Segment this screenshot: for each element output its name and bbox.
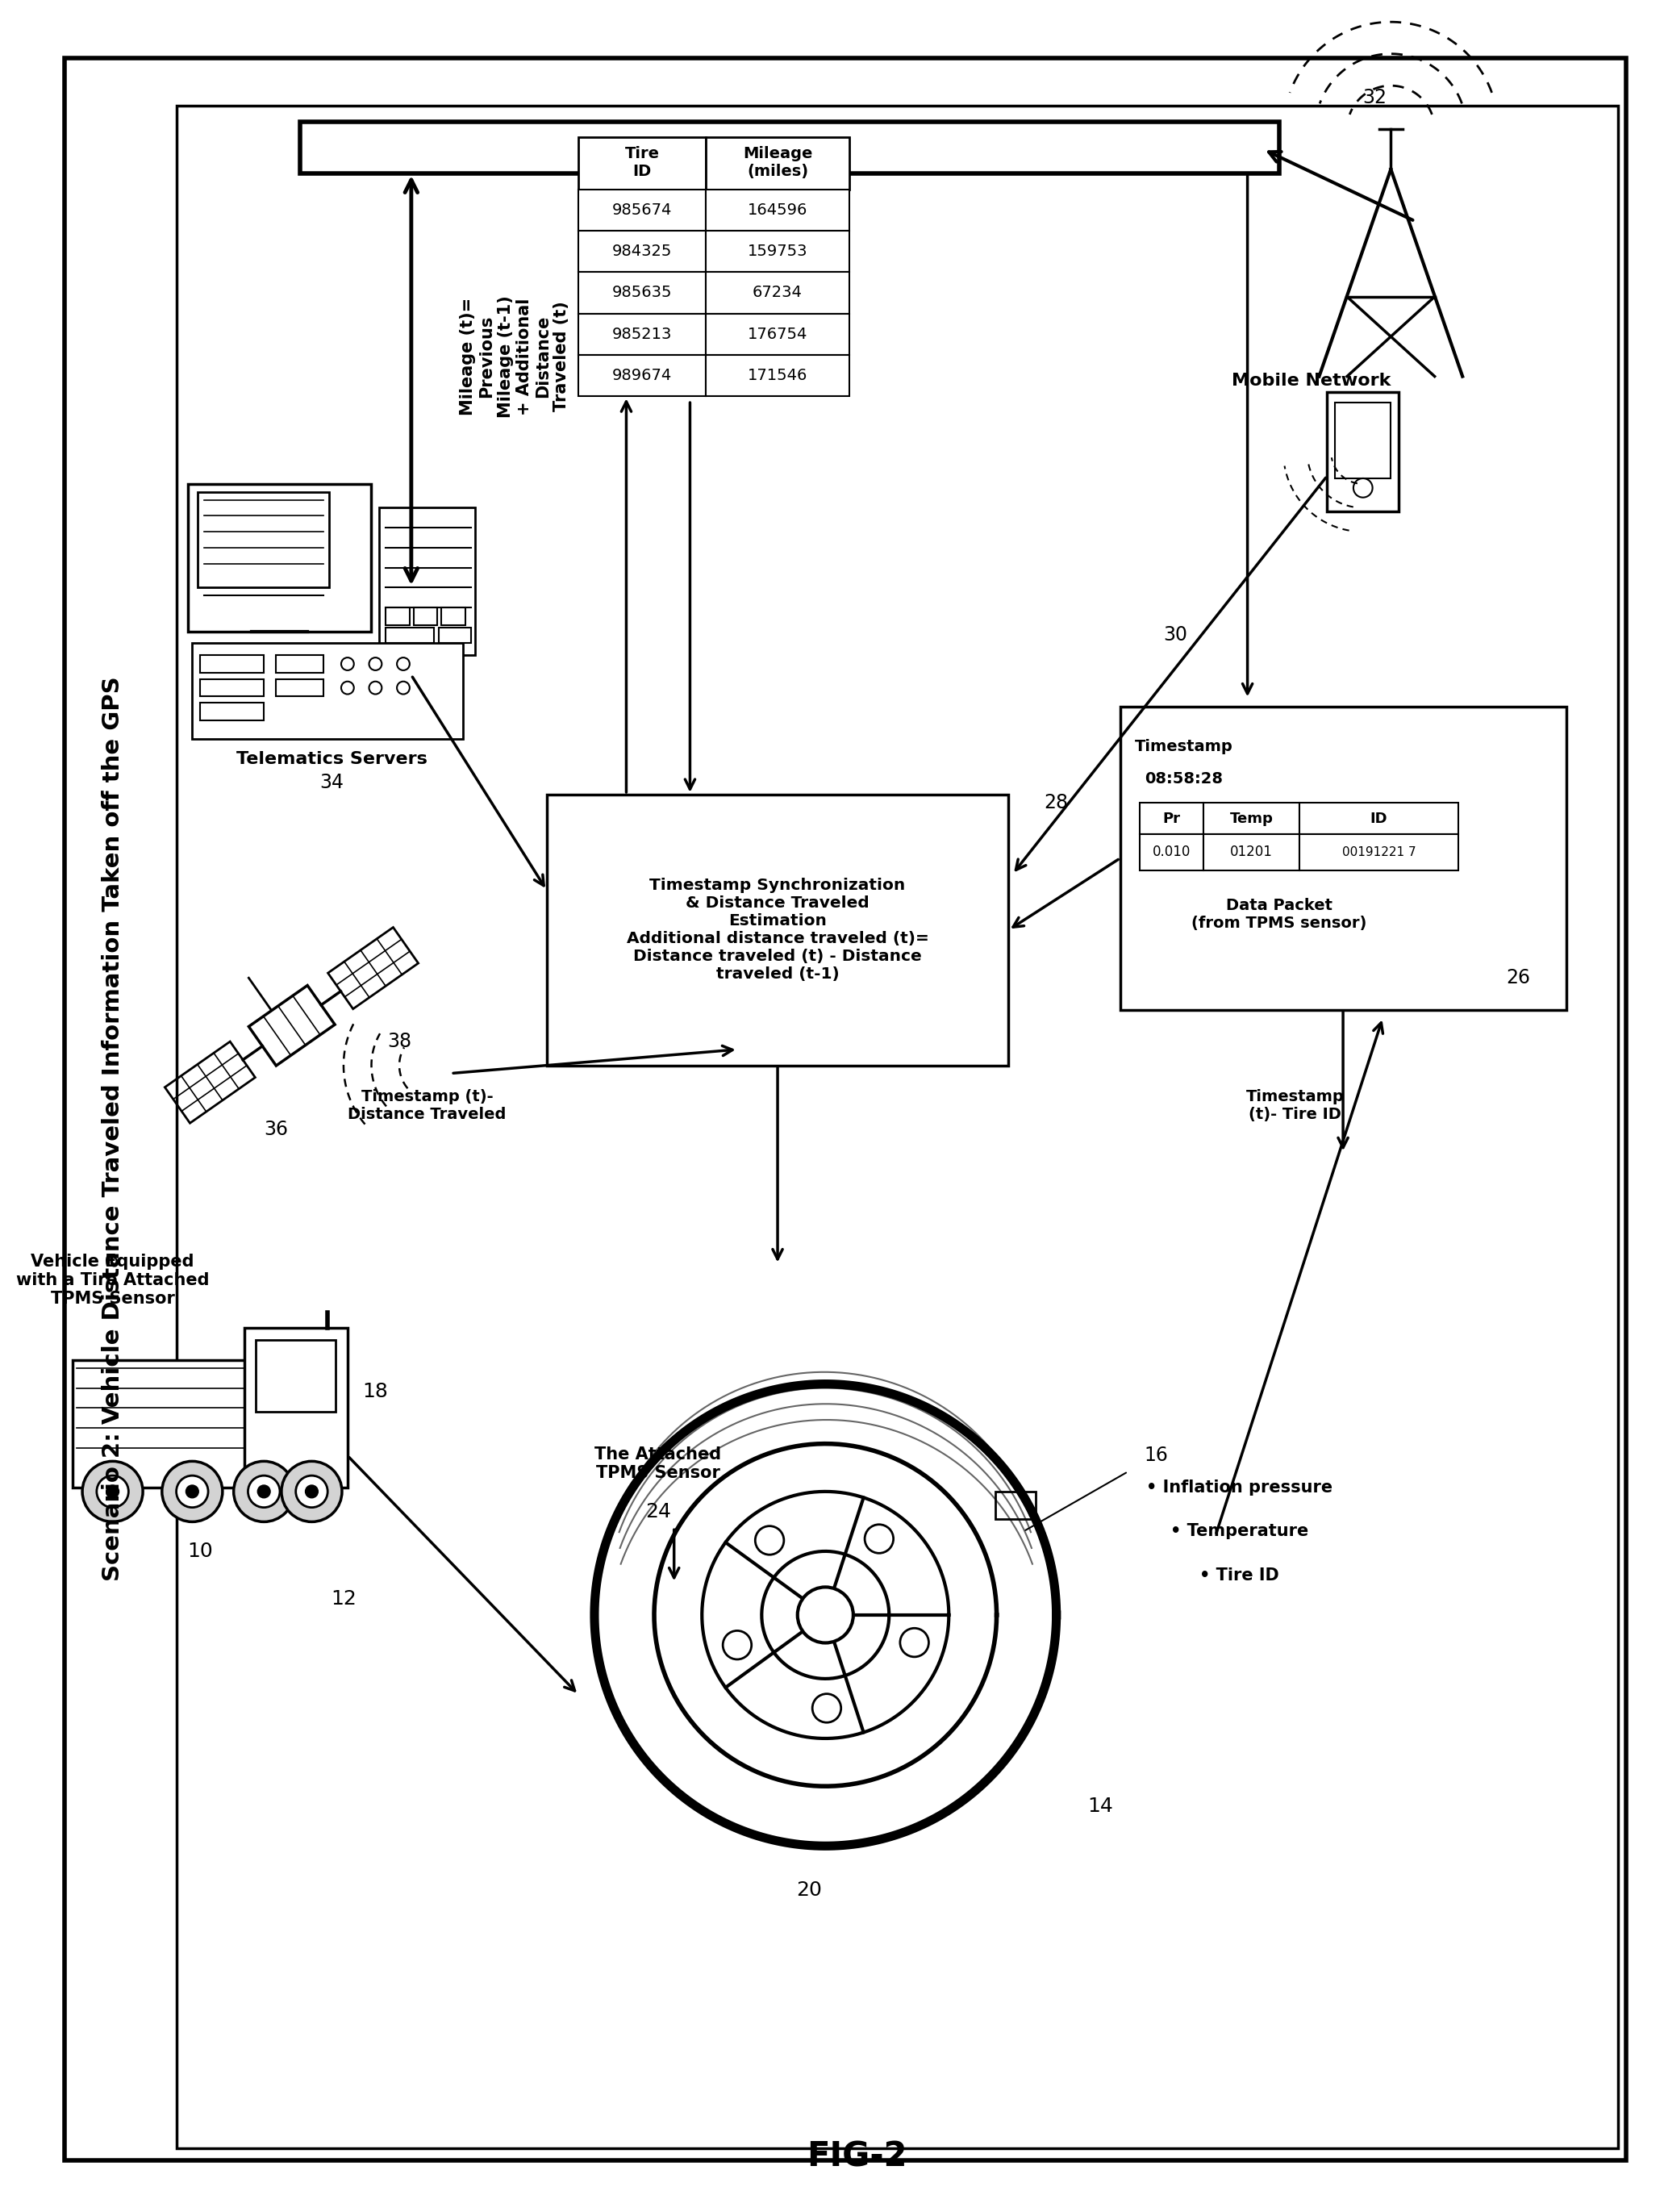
- Text: Telematics Servers: Telematics Servers: [236, 750, 428, 768]
- Text: 984325: 984325: [612, 243, 672, 259]
- Text: 34: 34: [319, 772, 344, 792]
- Text: 14: 14: [1087, 1796, 1113, 1816]
- Bar: [200, 655, 265, 672]
- Bar: [579, 230, 706, 272]
- Circle shape: [233, 1462, 295, 1522]
- Text: 67234: 67234: [752, 285, 802, 301]
- Text: 171546: 171546: [747, 367, 807, 383]
- Bar: [579, 354, 706, 396]
- Bar: [1140, 834, 1203, 869]
- Circle shape: [106, 1484, 118, 1498]
- Circle shape: [97, 1475, 128, 1506]
- Text: 24: 24: [646, 1502, 671, 1522]
- Circle shape: [296, 1475, 328, 1506]
- Text: 38: 38: [388, 1031, 411, 1051]
- Bar: [1140, 803, 1203, 834]
- Bar: [1328, 392, 1399, 511]
- Text: ID: ID: [1369, 812, 1388, 825]
- Bar: [579, 272, 706, 314]
- Text: 32: 32: [1363, 88, 1388, 106]
- Text: 00191221 7: 00191221 7: [1341, 845, 1416, 858]
- Circle shape: [186, 1484, 198, 1498]
- Circle shape: [281, 1462, 343, 1522]
- Bar: [706, 314, 849, 354]
- Bar: [188, 484, 371, 630]
- Text: 30: 30: [1163, 626, 1188, 646]
- Text: 01201: 01201: [1230, 845, 1273, 858]
- Text: 16: 16: [1143, 1447, 1168, 1464]
- Circle shape: [797, 1586, 854, 1644]
- Text: • Temperature: • Temperature: [1170, 1524, 1308, 1540]
- Text: 176754: 176754: [747, 327, 807, 343]
- Bar: [300, 122, 1280, 173]
- Circle shape: [305, 1484, 318, 1498]
- Bar: [439, 628, 471, 644]
- Text: 36: 36: [265, 1119, 288, 1139]
- Bar: [1203, 834, 1300, 869]
- Bar: [73, 1360, 248, 1486]
- Bar: [547, 794, 1008, 1066]
- Text: Timestamp Synchronization
& Distance Traveled
Estimation
Additional distance tra: Timestamp Synchronization & Distance Tra…: [626, 878, 929, 982]
- Bar: [706, 230, 849, 272]
- Text: 989674: 989674: [612, 367, 672, 383]
- Bar: [706, 354, 849, 396]
- Text: Timestamp: Timestamp: [1135, 739, 1233, 754]
- Bar: [200, 679, 265, 697]
- Text: 12: 12: [331, 1590, 356, 1608]
- Bar: [193, 644, 463, 739]
- Text: Scenario 2: Vehicle Distance Traveled Information Taken off the GPS: Scenario 2: Vehicle Distance Traveled In…: [102, 677, 123, 1582]
- Bar: [579, 190, 706, 230]
- Bar: [414, 608, 438, 626]
- Text: • Inflation pressure: • Inflation pressure: [1146, 1480, 1333, 1495]
- Bar: [276, 679, 323, 697]
- Bar: [1300, 803, 1459, 834]
- Bar: [386, 628, 434, 644]
- Text: 159753: 159753: [747, 243, 807, 259]
- Text: Vehicle Equipped
with a Tire Attached
TPMS Sensor: Vehicle Equipped with a Tire Attached TP…: [17, 1254, 210, 1307]
- Text: 08:58:28: 08:58:28: [1145, 772, 1223, 785]
- Text: Data Packet
(from TPMS sensor): Data Packet (from TPMS sensor): [1191, 898, 1368, 931]
- Bar: [706, 137, 849, 190]
- Circle shape: [82, 1462, 143, 1522]
- Bar: [441, 608, 466, 626]
- Text: 164596: 164596: [747, 201, 807, 217]
- Text: Tire
ID: Tire ID: [626, 146, 659, 179]
- Circle shape: [176, 1475, 208, 1506]
- Text: Timestamp
(t)- Tire ID: Timestamp (t)- Tire ID: [1246, 1088, 1345, 1121]
- Text: 985213: 985213: [612, 327, 672, 343]
- Text: Mileage
(miles): Mileage (miles): [742, 146, 812, 179]
- Bar: [1335, 403, 1391, 478]
- Text: • Tire ID: • Tire ID: [1200, 1566, 1280, 1584]
- Bar: [1120, 708, 1566, 1009]
- Bar: [579, 314, 706, 354]
- Bar: [200, 703, 265, 721]
- Text: 985635: 985635: [612, 285, 672, 301]
- Text: Pr: Pr: [1163, 812, 1181, 825]
- Bar: [706, 190, 849, 230]
- Text: The Attached
TPMS Sensor: The Attached TPMS Sensor: [594, 1447, 722, 1482]
- Circle shape: [248, 1475, 280, 1506]
- Circle shape: [161, 1462, 223, 1522]
- Bar: [995, 1491, 1035, 1520]
- Bar: [579, 137, 706, 190]
- Text: Mileage (t)=
Previous
Mileage (t-1)
+ Additional
Distance
Traveled (t): Mileage (t)= Previous Mileage (t-1) + Ad…: [459, 294, 569, 418]
- Bar: [1203, 803, 1300, 834]
- Text: Mobile Network: Mobile Network: [1231, 372, 1391, 389]
- Bar: [379, 509, 474, 655]
- Text: 18: 18: [363, 1382, 388, 1402]
- Text: 0.010: 0.010: [1153, 845, 1191, 858]
- Bar: [198, 491, 329, 588]
- Bar: [706, 272, 849, 314]
- Text: 26: 26: [1506, 969, 1531, 987]
- Bar: [176, 106, 1617, 2148]
- Text: FIG-2: FIG-2: [807, 2139, 907, 2174]
- Text: 985674: 985674: [612, 201, 672, 217]
- Text: 28: 28: [1045, 792, 1068, 812]
- Text: 10: 10: [188, 1542, 213, 1562]
- Bar: [256, 1340, 336, 1411]
- Text: 20: 20: [797, 1880, 822, 1900]
- Bar: [1300, 834, 1459, 869]
- Text: Temp: Temp: [1230, 812, 1273, 825]
- Bar: [386, 608, 409, 626]
- Circle shape: [258, 1484, 270, 1498]
